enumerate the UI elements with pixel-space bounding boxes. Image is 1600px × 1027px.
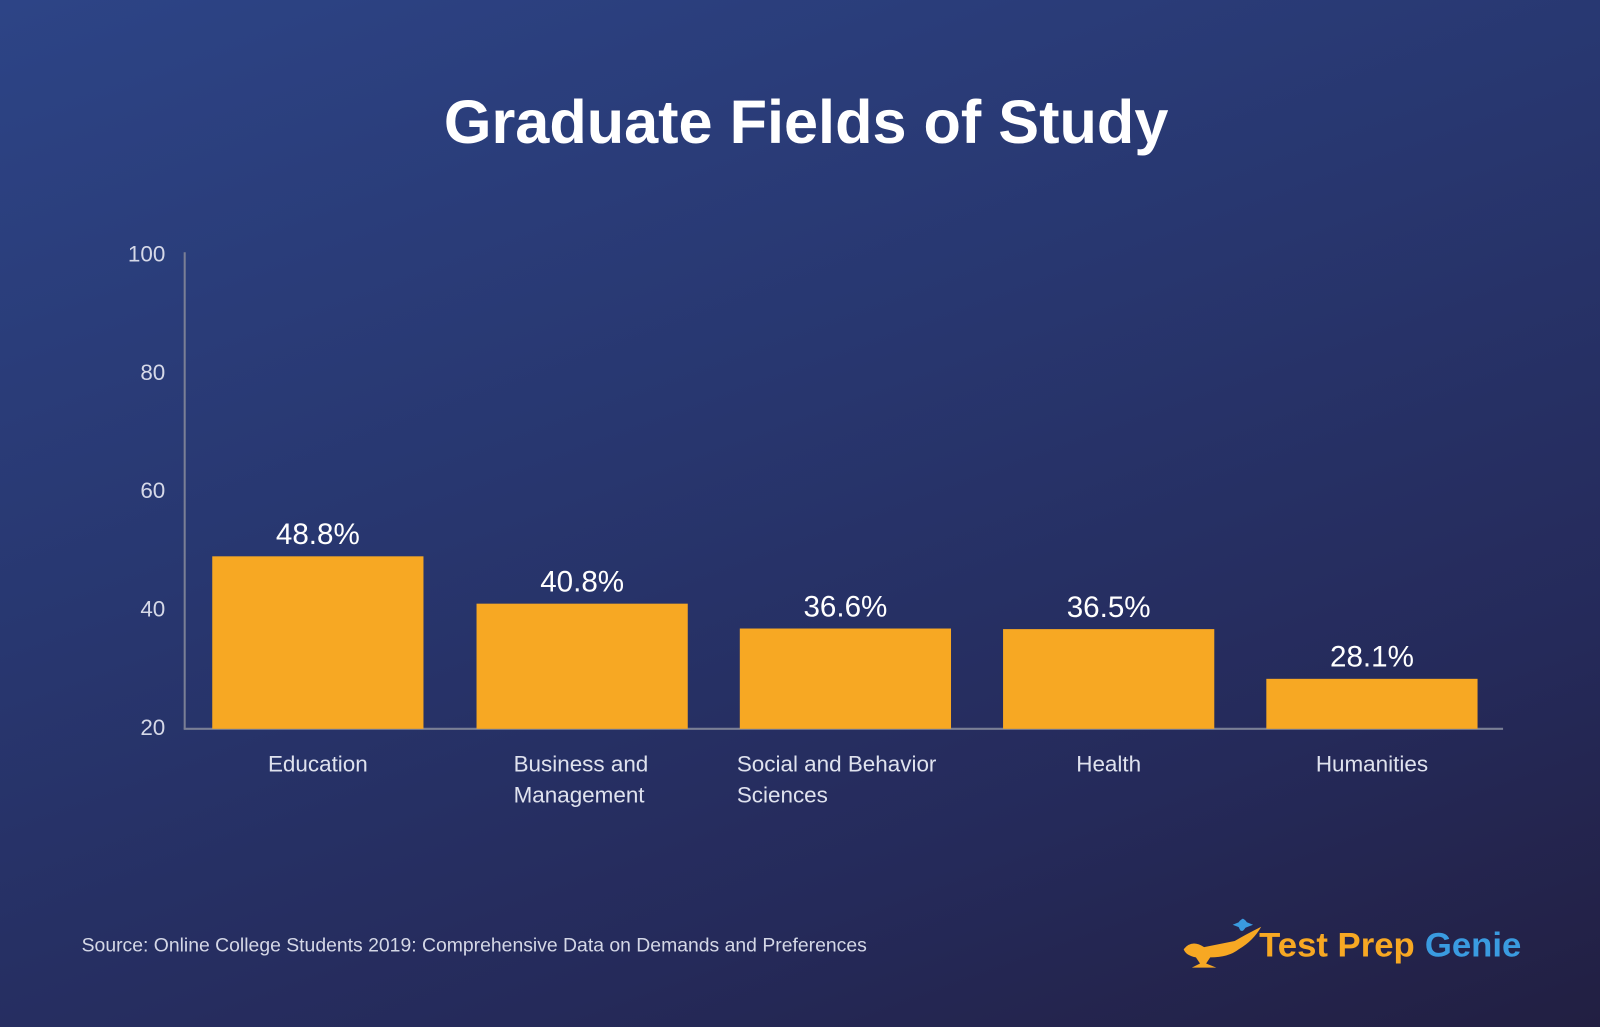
value-label: 48.8% (276, 518, 360, 551)
x-category-label: Education (268, 752, 368, 777)
logo-text-genie: Genie (1425, 926, 1521, 964)
x-category-label: Humanities (1316, 752, 1428, 777)
bar (476, 603, 688, 729)
bar (212, 556, 424, 729)
value-label: 36.5% (1067, 591, 1151, 624)
x-category-label: Sciences (737, 782, 828, 807)
y-tick-label: 100 (128, 241, 165, 266)
y-tick-label: 20 (140, 715, 165, 740)
x-category-label: Health (1076, 752, 1141, 777)
value-label: 40.8% (540, 565, 624, 598)
y-tick-label: 60 (140, 478, 165, 503)
bars: 48.8% Education 40.8% Business and Managemen… (212, 518, 1478, 807)
y-tick-label: 40 (140, 597, 165, 622)
x-category-label: Business and (514, 752, 649, 777)
x-category-label: Management (514, 782, 646, 807)
logo-text-test-prep: Test Prep (1259, 926, 1415, 964)
chart-title: Graduate Fields of Study (444, 88, 1169, 156)
genie-lamp-icon (1183, 918, 1262, 968)
bar (739, 628, 952, 729)
logo: Test Prep Genie (1183, 918, 1521, 968)
bar (1003, 629, 1215, 729)
x-category-label: Social and Behavior (737, 752, 937, 777)
bar (1266, 678, 1478, 729)
y-tick-label: 80 (140, 360, 165, 385)
source-note: Source: Online College Students 2019: Co… (82, 934, 867, 956)
value-label: 36.6% (803, 590, 887, 623)
value-label: 28.1% (1330, 641, 1414, 674)
